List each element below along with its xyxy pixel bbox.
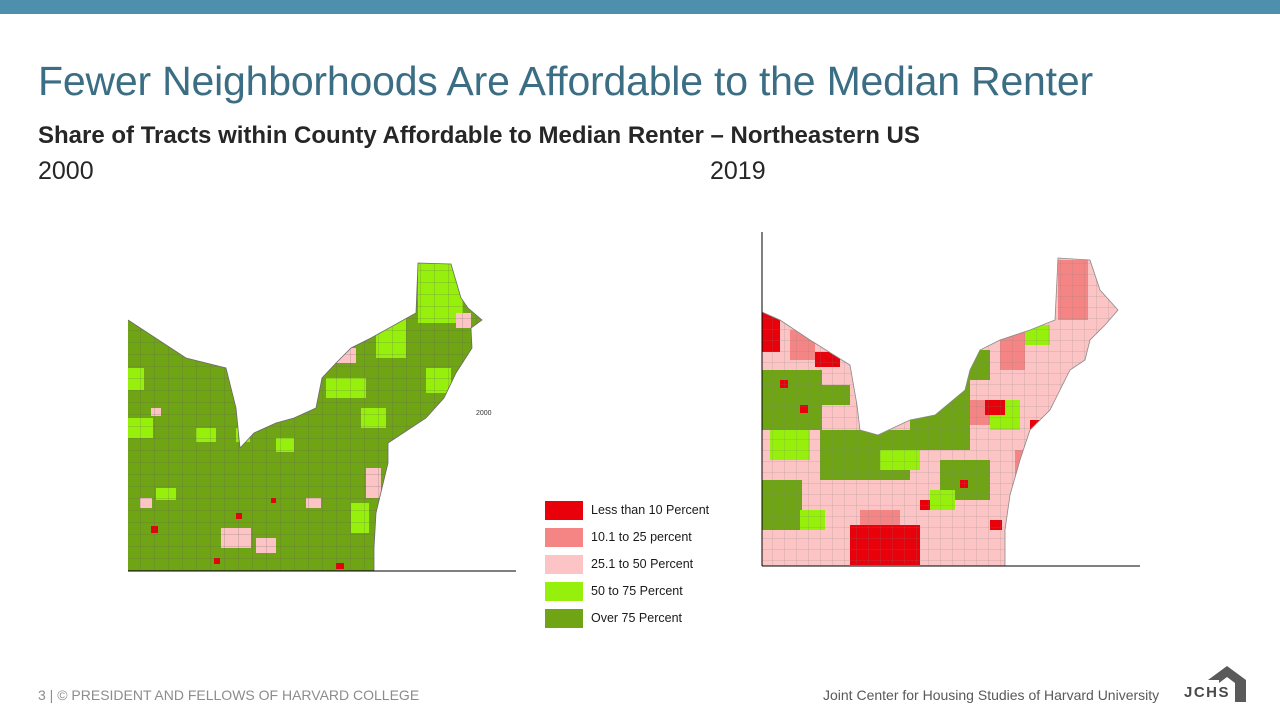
legend-label: Over 75 Percent bbox=[591, 611, 683, 625]
slide-title: Fewer Neighborhoods Are Affordable to th… bbox=[38, 58, 1093, 104]
logo-text: JCHS bbox=[1184, 684, 1231, 701]
legend-item: Less than 10 Percent bbox=[544, 500, 744, 520]
legend-label: 25.1 to 50 Percent bbox=[591, 557, 694, 571]
legend-label: 50 to 75 Percent bbox=[591, 584, 683, 598]
legend-swatch bbox=[545, 609, 583, 628]
footer-copyright: 3 | © PRESIDENT AND FELLOWS OF HARVARD C… bbox=[38, 687, 420, 703]
legend-swatch bbox=[545, 582, 583, 601]
legend-swatch bbox=[545, 555, 583, 574]
legend-swatch bbox=[545, 528, 583, 547]
legend-item: 10.1 to 25 percent bbox=[544, 527, 744, 547]
map-year-label-2000: 2000 bbox=[38, 157, 94, 185]
map-2019-svg bbox=[761, 232, 1140, 567]
legend-label: Less than 10 Percent bbox=[591, 503, 710, 517]
legend-item: 50 to 75 Percent bbox=[544, 581, 744, 601]
map-year-label-2019: 2019 bbox=[710, 157, 766, 185]
footer-organization: Joint Center for Housing Studies of Harv… bbox=[823, 687, 1160, 703]
legend-item: Over 75 Percent bbox=[544, 608, 744, 628]
legend-swatch bbox=[545, 501, 583, 520]
legend-item: 25.1 to 50 Percent bbox=[544, 554, 744, 574]
map-2019 bbox=[760, 230, 1142, 570]
legend-label: 10.1 to 25 percent bbox=[591, 530, 692, 544]
map-2000-inset-label: 2000 bbox=[476, 410, 492, 417]
jchs-logo: JCHS bbox=[1184, 666, 1246, 702]
top-accent-bar bbox=[0, 0, 1280, 14]
house-icon bbox=[1208, 666, 1246, 702]
map-2000: 2000 bbox=[126, 258, 518, 574]
slide-subtitle: Share of Tracts within County Affordable… bbox=[38, 122, 920, 149]
map-2000-svg: 2000 bbox=[127, 262, 516, 572]
